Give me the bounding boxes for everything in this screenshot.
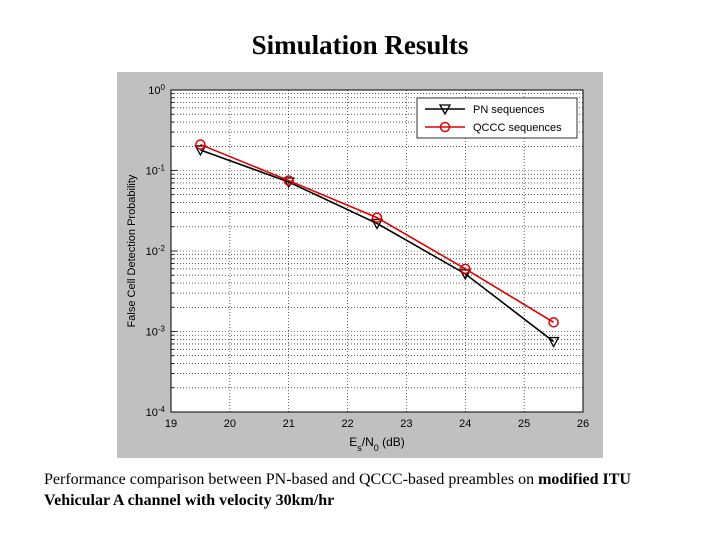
x-tick-label: 25 (518, 418, 530, 430)
legend: PN sequences QCCC sequences (416, 97, 578, 139)
legend-label: QCCC sequences (473, 122, 562, 134)
x-label-unit: (dB) (379, 435, 405, 449)
figure-panel: 19 20 21 22 23 24 25 26 100 10-1 10-2 10-3 10-4 PN s… (117, 72, 603, 458)
x-label-sub2: 0 (374, 443, 379, 453)
y-tick-label: 10-1 (146, 163, 166, 178)
y-tick-label: 10-4 (146, 405, 166, 420)
x-tick-label: 22 (341, 418, 353, 430)
data-point (282, 177, 295, 189)
x-tick-label: 19 (165, 418, 177, 430)
slide-title: Simulation Results (251, 30, 469, 60)
series-line (200, 149, 555, 343)
x-tick-label: 23 (400, 418, 412, 430)
x-tick-label: 26 (577, 418, 589, 430)
series-2 (195, 139, 559, 328)
data-point (194, 145, 207, 157)
x-tick-label: 21 (283, 418, 295, 430)
y-tick-label: 10-3 (146, 324, 166, 339)
chart: 19 20 21 22 23 24 25 26 100 10-1 10-2 10-3 10-4 PN s… (126, 83, 590, 454)
data-point (283, 175, 294, 186)
data-point (460, 263, 471, 275)
x-label-main: E (349, 435, 357, 449)
data-point (195, 139, 206, 150)
data-point (459, 269, 472, 281)
x-label-sub1: s (357, 443, 362, 453)
legend-label: PN sequences (473, 104, 545, 116)
data-point (371, 212, 383, 223)
caption-bold-text: modified ITU Vehicular A channel with ve… (44, 471, 631, 509)
y-tick-label: 100 (148, 83, 165, 98)
x-tick-label: 20 (224, 418, 236, 430)
axis-ticks: 19 20 21 22 23 24 25 26 100 10-1 10-2 10-3 10-4 (146, 83, 590, 431)
x-label-mid: /N (362, 435, 374, 449)
caption: Performance comparison between PN-based … (44, 469, 684, 511)
data-point (547, 336, 560, 348)
legend-swatch-marker (439, 121, 451, 133)
series (194, 139, 560, 348)
series-line (200, 143, 554, 324)
caption-text: Performance comparison between PN-based … (44, 471, 539, 488)
y-tick-label: 10-2 (146, 244, 166, 259)
data-point (370, 218, 384, 230)
x-axis-label: Es/N0 (dB) (349, 435, 405, 453)
x-tick-label: 24 (459, 418, 471, 430)
data-point (548, 317, 559, 328)
legend-swatch-marker (438, 104, 452, 116)
plot-area (171, 90, 583, 412)
series-1 (194, 145, 560, 348)
y-axis-label: False Cell Detection Probability (126, 174, 138, 327)
